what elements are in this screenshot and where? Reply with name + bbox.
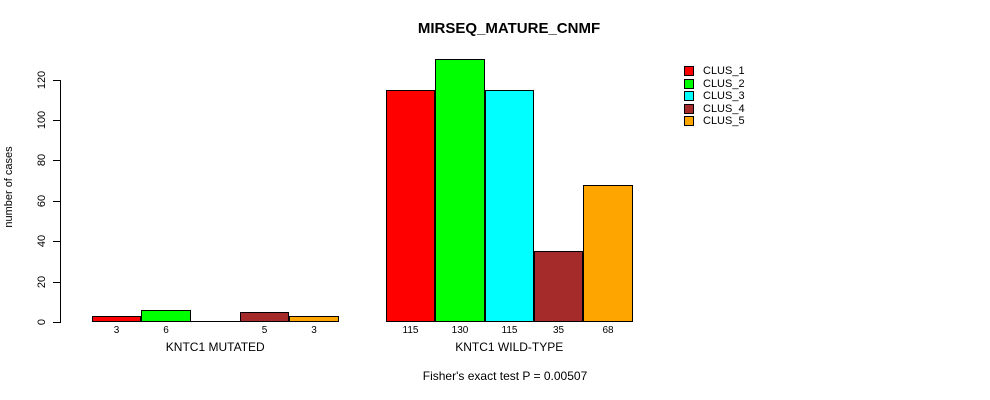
bar-value-label: 35 bbox=[552, 325, 565, 336]
y-tick bbox=[53, 322, 60, 323]
legend-label-clus_5: CLUS_5 bbox=[703, 115, 745, 127]
legend-label-clus_4: CLUS_4 bbox=[703, 103, 745, 115]
y-tick-label: 120 bbox=[36, 70, 48, 90]
y-tick-label: 40 bbox=[36, 234, 48, 248]
category-label: KNTC1 WILD-TYPE bbox=[455, 340, 564, 354]
y-axis-label: number of cases bbox=[3, 146, 15, 228]
bar-value-label: 3 bbox=[311, 325, 317, 336]
legend-label-clus_3: CLUS_3 bbox=[703, 90, 745, 102]
y-tick-label: 80 bbox=[36, 153, 48, 167]
bar-value-label: 3 bbox=[113, 325, 120, 336]
chart-title: MIRSEQ_MATURE_CNMF bbox=[417, 20, 601, 37]
bar-clus_5-group2 bbox=[583, 185, 633, 322]
bar-clus_1-group2 bbox=[386, 90, 435, 322]
y-tick-label: 0 bbox=[36, 318, 48, 326]
bar-clus_2-group2 bbox=[435, 59, 485, 322]
y-tick bbox=[53, 201, 60, 202]
bar-value-label: 5 bbox=[261, 325, 268, 336]
y-axis-line bbox=[60, 80, 61, 323]
bar-clus_3-group1 bbox=[191, 321, 240, 322]
legend-swatch-clus_4 bbox=[684, 104, 694, 114]
legend-swatch-clus_2 bbox=[684, 79, 694, 89]
y-tick-label: 60 bbox=[36, 194, 48, 208]
bar-value-label: 6 bbox=[163, 325, 169, 336]
bar-clus_2-group1 bbox=[141, 310, 191, 322]
bar-value-label: 115 bbox=[402, 325, 419, 336]
y-tick-label: 20 bbox=[36, 275, 48, 289]
y-tick bbox=[53, 282, 60, 283]
legend-label-clus_1: CLUS_1 bbox=[703, 65, 745, 77]
bar-clus_4-group1 bbox=[240, 312, 289, 322]
legend-swatch-clus_3 bbox=[684, 91, 694, 101]
bar-clus_5-group1 bbox=[289, 316, 339, 322]
footnote: Fisher's exact test P = 0.00507 bbox=[422, 369, 588, 383]
legend-label-clus_2: CLUS_2 bbox=[703, 78, 745, 90]
y-tick bbox=[53, 120, 60, 121]
bar-value-label: 130 bbox=[451, 325, 469, 336]
y-tick-label: 100 bbox=[36, 110, 48, 130]
bar-value-label: 68 bbox=[602, 325, 614, 336]
y-tick bbox=[53, 241, 60, 242]
y-tick bbox=[53, 80, 60, 81]
bar-clus_3-group2 bbox=[485, 90, 534, 322]
y-tick bbox=[53, 160, 60, 161]
category-label: KNTC1 MUTATED bbox=[165, 340, 265, 354]
bar-clus_1-group1 bbox=[92, 316, 141, 322]
legend-swatch-clus_5 bbox=[684, 116, 694, 126]
bar-value-label: 115 bbox=[501, 325, 518, 336]
legend-swatch-clus_1 bbox=[684, 66, 694, 76]
bar-clus_4-group2 bbox=[534, 251, 583, 322]
